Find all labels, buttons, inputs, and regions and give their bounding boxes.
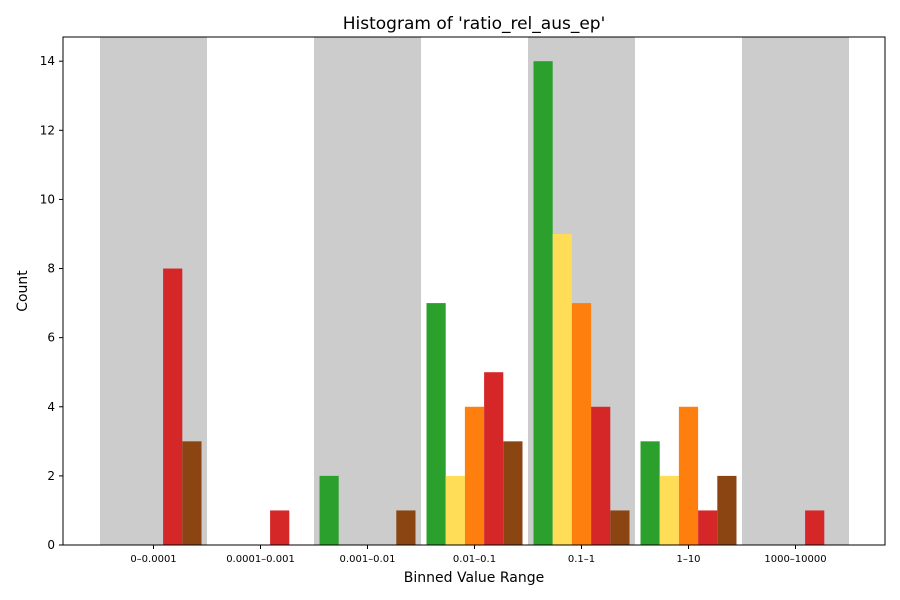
x-tick-label: 0.0001–0.001 [226,554,295,565]
bar [445,475,465,545]
bar [717,475,737,545]
bar [698,510,718,545]
x-tick-label: 0.01–0.1 [453,554,496,565]
bar [163,268,183,545]
category-band [742,37,849,545]
x-axis: 0–0.0001 0.0001–0.001 0.001–0.01 0.01–0.1 0.… [130,545,827,565]
y-tick-label: 12 [40,123,55,137]
bar [426,303,446,545]
bar [319,475,339,545]
bar [571,303,592,545]
y-tick-label: 6 [47,331,55,345]
bar [659,475,679,545]
bar [464,406,485,545]
bar [678,406,699,545]
x-tick-label: 0.1–1 [568,554,595,565]
category-band [314,37,421,545]
bar [396,510,416,545]
y-axis-label: Count [15,270,31,312]
bar [805,510,825,545]
y-tick-label: 0 [47,538,55,552]
y-axis: 0 2 4 6 8 10 12 14 [40,54,63,552]
x-tick-label: 1–10 [676,554,700,565]
bar [270,510,290,545]
y-tick-label: 2 [47,469,55,483]
bar [484,372,504,545]
y-tick-label: 14 [40,54,55,68]
category-bands [100,37,849,545]
bar [533,61,553,545]
y-tick-label: 4 [47,400,55,414]
x-tick-label: 0.001–0.01 [340,554,396,565]
y-tick-label: 10 [40,192,55,206]
bar [610,510,630,545]
x-tick-label: 1000–10000 [764,554,826,565]
y-tick-label: 8 [47,262,55,276]
bar [591,406,611,545]
bar [182,441,202,545]
bar [503,441,523,545]
bar [552,233,572,545]
chart-title: Histogram of 'ratio_rel_aus_ep' [343,14,606,34]
bar-marks [163,61,825,545]
x-tick-label: 0–0.0001 [130,554,176,565]
bar [640,441,660,545]
x-axis-label: Binned Value Range [404,570,544,586]
